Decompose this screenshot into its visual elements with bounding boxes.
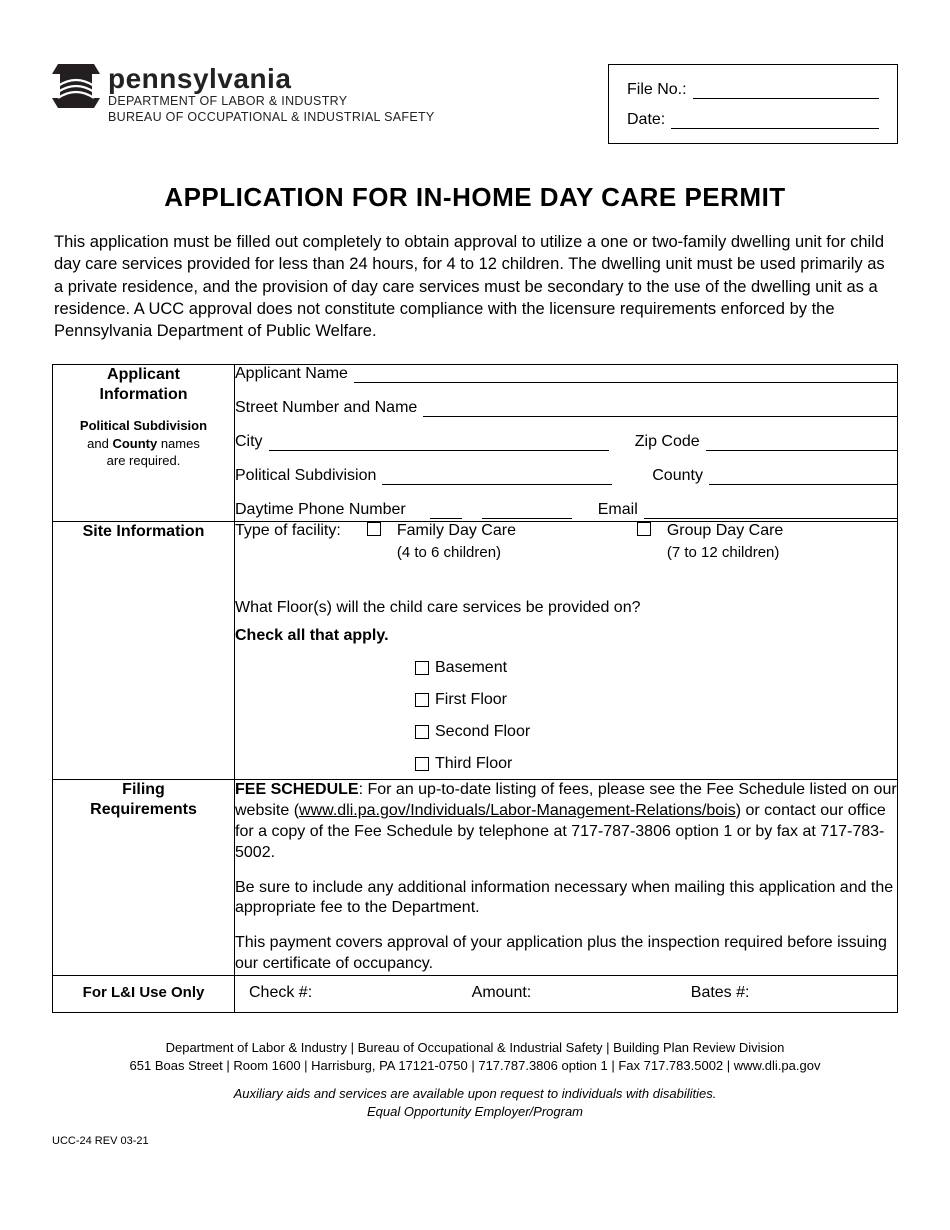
amount-label: Amount: xyxy=(472,984,532,1002)
page-title: APPLICATION FOR IN-HOME DAY CARE PERMIT xyxy=(52,182,898,213)
fee-schedule-link[interactable]: www.dli.pa.gov/Individuals/Labor-Managem… xyxy=(299,802,736,819)
first-floor-label: First Floor xyxy=(435,691,507,709)
bates-label: Bates #: xyxy=(691,984,750,1002)
second-floor-label: Second Floor xyxy=(435,723,530,741)
filing-section-label: FilingRequirements xyxy=(53,780,235,975)
date-input[interactable] xyxy=(671,113,879,129)
family-daycare-label: Family Day Care xyxy=(397,522,567,540)
application-form-table: ApplicantInformation Political Subdivisi… xyxy=(52,364,898,1012)
li-use-section-label: For L&I Use Only xyxy=(53,975,235,1012)
li-use-fields: Check #: Amount: Bates #: xyxy=(235,975,898,1012)
site-fields: Type of facility: Family Day Care (4 to … xyxy=(235,522,898,780)
logo-dept-line2: BUREAU OF OCCUPATIONAL & INDUSTRIAL SAFE… xyxy=(108,111,435,124)
check-number-label: Check #: xyxy=(249,984,312,1002)
intro-paragraph: This application must be filled out comp… xyxy=(54,231,896,342)
zip-input[interactable] xyxy=(706,437,897,451)
group-daycare-sub: (7 to 12 children) xyxy=(667,544,784,561)
group-daycare-label: Group Day Care xyxy=(667,522,784,540)
email-label: Email xyxy=(598,501,638,519)
page-footer: Department of Labor & Industry | Bureau … xyxy=(52,1039,898,1122)
floor-question: What Floor(s) will the child care servic… xyxy=(235,599,897,617)
footer-addr1: Department of Labor & Industry | Bureau … xyxy=(52,1039,898,1057)
polsub-input[interactable] xyxy=(382,471,612,485)
street-label: Street Number and Name xyxy=(235,399,417,417)
first-floor-checkbox[interactable] xyxy=(415,693,429,707)
family-daycare-checkbox[interactable] xyxy=(367,522,381,536)
third-floor-checkbox[interactable] xyxy=(415,757,429,771)
keystone-icon xyxy=(52,64,100,108)
state-logo-block: pennsylvania DEPARTMENT OF LABOR & INDUS… xyxy=(52,64,435,124)
second-floor-checkbox[interactable] xyxy=(415,725,429,739)
city-label: City xyxy=(235,433,263,451)
group-daycare-checkbox[interactable] xyxy=(637,522,651,536)
file-no-input[interactable] xyxy=(693,83,879,99)
logo-state-name: pennsylvania xyxy=(108,64,435,93)
family-daycare-sub: (4 to 6 children) xyxy=(397,544,567,561)
county-input[interactable] xyxy=(709,471,897,485)
applicant-section-label: ApplicantInformation Political Subdivisi… xyxy=(53,365,235,522)
applicant-fields: Applicant Name Street Number and Name Ci… xyxy=(235,365,898,522)
date-label: Date: xyxy=(627,111,665,129)
site-section-label: Site Information xyxy=(53,522,235,780)
facility-type-label: Type of facility: xyxy=(235,522,341,540)
basement-checkbox[interactable] xyxy=(415,661,429,675)
applicant-name-input[interactable] xyxy=(354,369,897,383)
file-no-label: File No.: xyxy=(627,81,687,99)
phone-label: Daytime Phone Number xyxy=(235,501,406,519)
basement-label: Basement xyxy=(435,659,507,677)
polsub-label: Political Subdivision xyxy=(235,467,376,485)
county-label: County xyxy=(652,467,703,485)
footer-aux1: Auxiliary aids and services are availabl… xyxy=(52,1085,898,1103)
phone-area-input[interactable] xyxy=(430,505,462,519)
city-input[interactable] xyxy=(269,437,609,451)
street-input[interactable] xyxy=(423,403,897,417)
filing-p2: Be sure to include any additional inform… xyxy=(235,878,897,920)
filing-p3: This payment covers approval of your app… xyxy=(235,933,897,975)
footer-addr2: 651 Boas Street | Room 1600 | Harrisburg… xyxy=(52,1057,898,1075)
phone-number-input[interactable] xyxy=(482,505,572,519)
file-number-box: File No.: Date: xyxy=(608,64,898,144)
third-floor-label: Third Floor xyxy=(435,755,512,773)
footer-aux2: Equal Opportunity Employer/Program xyxy=(52,1103,898,1121)
email-input[interactable] xyxy=(644,505,897,519)
logo-dept-line1: DEPARTMENT OF LABOR & INDUSTRY xyxy=(108,95,435,108)
zip-label: Zip Code xyxy=(635,433,700,451)
filing-content: FEE SCHEDULE: For an up-to-date listing … xyxy=(235,780,898,975)
form-number: UCC-24 REV 03-21 xyxy=(52,1135,898,1147)
applicant-name-label: Applicant Name xyxy=(235,365,348,383)
